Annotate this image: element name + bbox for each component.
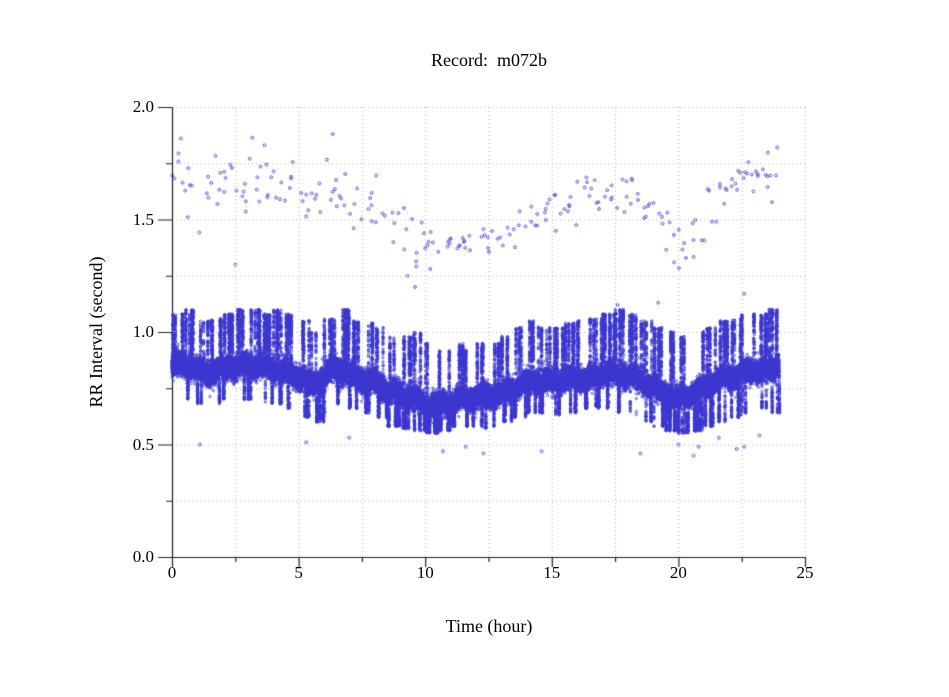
y-tick-label: 0.0 (132, 547, 154, 566)
x-tick-label: 10 (416, 563, 434, 582)
y-axis-label: RR Interval (second) (86, 256, 106, 408)
x-tick-label: 20 (669, 563, 687, 582)
y-tick-label: 1.5 (132, 209, 154, 229)
chart-title: Record: m072b (431, 50, 547, 70)
x-tick-label: 15 (543, 563, 561, 582)
x-tick-label: 25 (796, 563, 814, 582)
x-tick-label: 5 (294, 563, 303, 582)
x-tick-label: 0 (167, 563, 177, 582)
y-tick-label: 2.0 (132, 97, 154, 116)
x-axis-label: Time (hour) (445, 616, 533, 636)
y-tick-label: 0.5 (132, 434, 154, 454)
y-tick-label: 1.0 (132, 322, 154, 341)
